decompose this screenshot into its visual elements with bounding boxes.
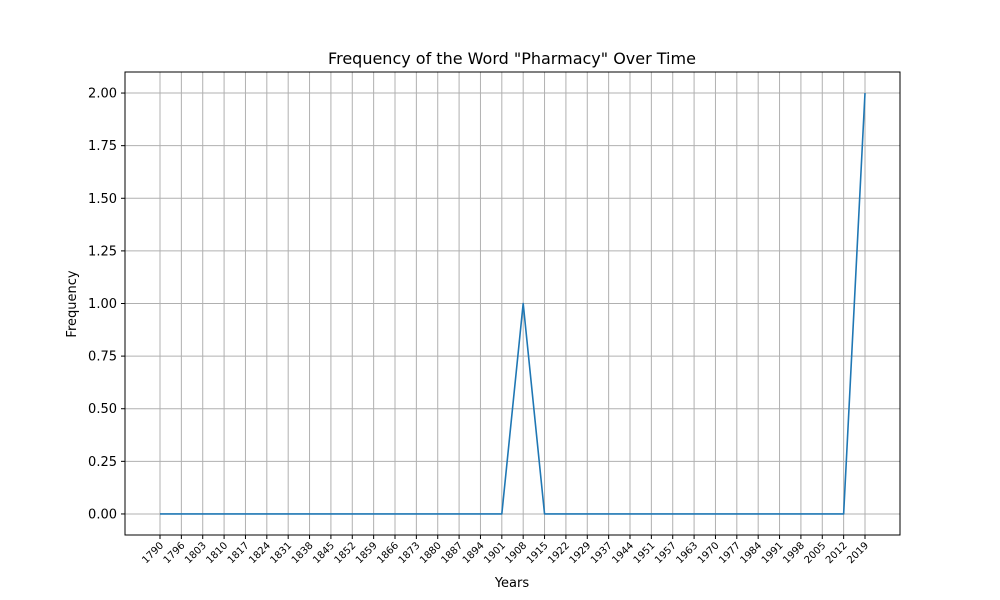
x-tick-label: 1951 xyxy=(632,540,658,566)
x-tick-label: 1963 xyxy=(674,540,700,566)
y-tick-label: 0.25 xyxy=(88,455,117,470)
x-tick-label: 1970 xyxy=(696,540,722,566)
y-tick-label: 0.00 xyxy=(88,507,117,522)
x-tick-label: 1991 xyxy=(760,540,786,566)
x-tick-label: 1824 xyxy=(247,540,273,566)
axis-ticks xyxy=(121,92,866,539)
x-tick-label: 2005 xyxy=(803,540,829,566)
x-tick-label: 1880 xyxy=(418,540,444,566)
x-tick-label: 1845 xyxy=(311,540,337,566)
x-tick-label: 1831 xyxy=(269,540,295,566)
y-tick-label: 2.00 xyxy=(88,87,117,102)
x-tick-label: 1796 xyxy=(162,540,188,566)
x-tick-label: 1957 xyxy=(653,540,679,566)
grid-lines xyxy=(125,72,900,535)
x-tick-label: 1866 xyxy=(375,540,401,566)
y-tick-labels: 0.00 0.25 0.50 0.75 1.00 1.25 1.50 1.75 2.00 xyxy=(88,87,117,523)
x-tick-label: 1922 xyxy=(546,540,572,566)
series-line xyxy=(160,93,866,515)
chart-title: Frequency of the Word "Pharmacy" Over Ti… xyxy=(328,49,696,68)
x-axis-label: Years xyxy=(494,576,530,591)
y-tick-label: 1.75 xyxy=(88,139,117,154)
x-tick-label: 1887 xyxy=(439,540,465,566)
x-tick-label: 1937 xyxy=(589,540,615,566)
x-tick-label: 1810 xyxy=(204,540,230,566)
x-tick-label: 1803 xyxy=(183,540,209,566)
x-tick-label: 2019 xyxy=(845,540,871,566)
x-tick-label: 1859 xyxy=(354,540,380,566)
x-tick-label: 1838 xyxy=(290,540,316,566)
x-tick-label: 1908 xyxy=(504,540,530,566)
x-tick-label: 1944 xyxy=(610,540,636,566)
x-tick-label: 1817 xyxy=(226,540,252,566)
x-tick-label: 1901 xyxy=(482,540,508,566)
plot-frame xyxy=(124,71,901,536)
x-tick-label: 1894 xyxy=(461,540,487,566)
x-tick-label: 1852 xyxy=(333,540,359,566)
x-tick-label: 1790 xyxy=(140,540,166,566)
x-tick-label: 1977 xyxy=(717,540,743,566)
x-tick-label: 2012 xyxy=(824,540,850,566)
series-layer xyxy=(160,93,866,515)
x-tick-label: 1915 xyxy=(525,540,551,566)
x-tick-label: 1998 xyxy=(781,540,807,566)
x-tick-labels: 1790179618031810181718241831183818451852… xyxy=(140,540,871,566)
x-tick-label: 1873 xyxy=(397,540,423,566)
y-tick-label: 1.00 xyxy=(88,297,117,312)
y-tick-label: 0.50 xyxy=(88,402,117,417)
y-tick-label: 1.50 xyxy=(88,192,117,207)
x-tick-label: 1984 xyxy=(739,540,765,566)
y-axis-label: Frequency xyxy=(65,270,80,337)
x-tick-label: 1929 xyxy=(568,540,594,566)
y-tick-label: 0.75 xyxy=(88,350,117,365)
y-tick-label: 1.25 xyxy=(88,244,117,259)
